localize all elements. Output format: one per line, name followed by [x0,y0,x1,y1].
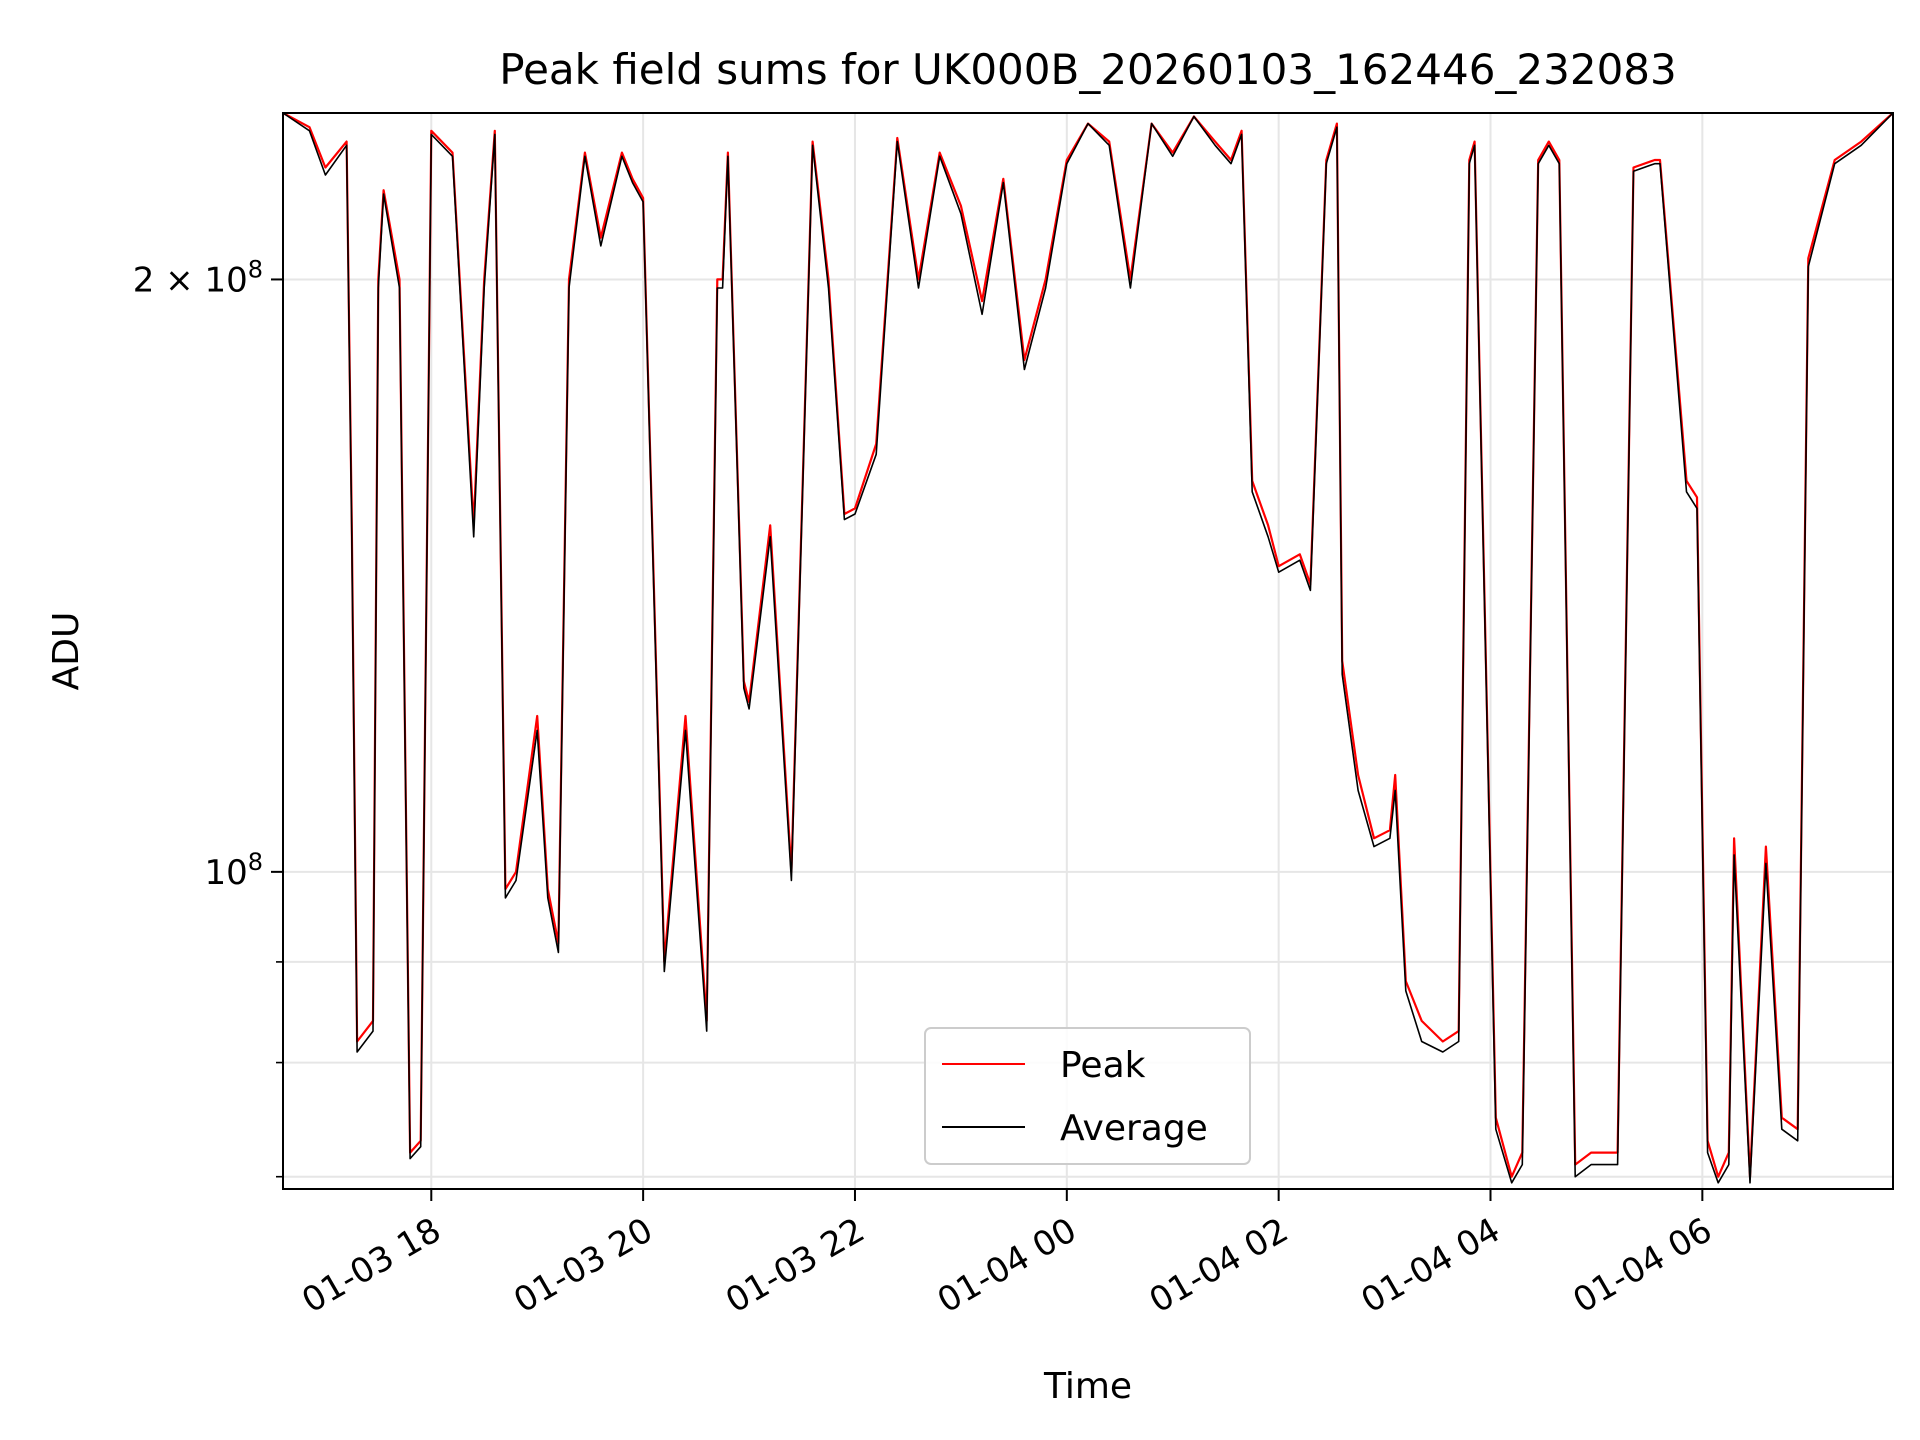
plot-area-frame [282,112,1894,1190]
chart-title: Peak field sums for UK000B_20260103_1624… [499,45,1677,94]
legend-peak-label: Peak [1060,1045,1146,1086]
x-axis: 01-03 18 01-03 20 01-03 22 01-04 00 01-04 02… [295,1189,1719,1321]
y-tick-label: 2 × 108 [133,255,263,300]
x-tick-label: 01-03 22 [719,1210,871,1321]
x-tick-label: 01-04 06 [1566,1210,1718,1321]
y-tick-label: 108 [204,848,263,893]
series-line-average [282,112,1894,1184]
x-tick-label: 01-04 02 [1143,1210,1295,1321]
x-tick-label: 01-04 00 [931,1210,1083,1321]
y-axis: 108 2 × 108 [133,255,283,1178]
x-tick-label: 01-04 04 [1355,1210,1507,1321]
series-line-peak [282,112,1894,1178]
legend-box [924,1027,1251,1165]
legend-average-label: Average [1060,1108,1208,1149]
series-group [282,112,1894,1184]
x-axis-label: Time [1043,1366,1132,1407]
x-tick-label: 01-03 18 [295,1210,447,1321]
y-axis-label: ADU [46,612,87,691]
legend: Peak Average [924,1027,1251,1165]
x-tick-label: 01-03 20 [507,1210,659,1321]
